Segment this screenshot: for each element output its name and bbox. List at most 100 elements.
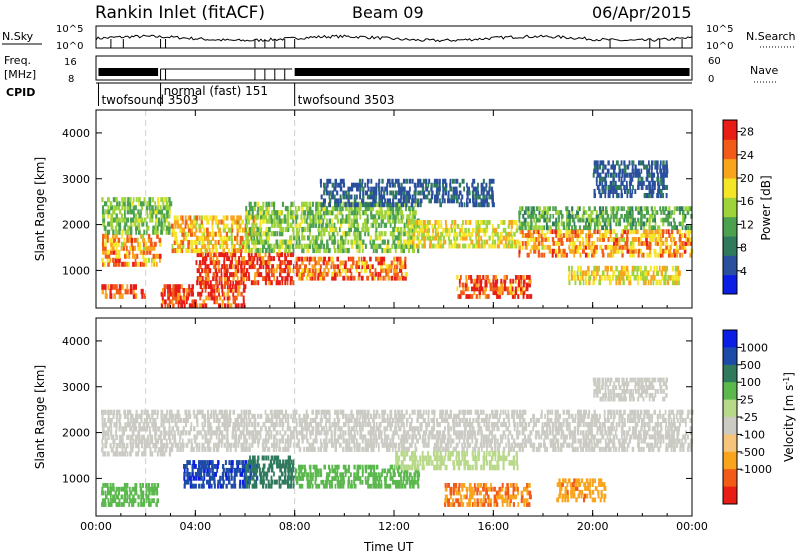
heatmap-cell xyxy=(372,222,375,228)
heatmap-cell xyxy=(271,222,274,228)
heatmap-cell xyxy=(506,275,508,280)
heatmap-cell xyxy=(625,210,629,215)
heatmap-cell xyxy=(687,237,690,242)
heatmap-cell xyxy=(256,214,260,220)
heatmap-cell xyxy=(243,413,247,419)
heatmap-cell xyxy=(582,206,585,212)
heatmap-cell xyxy=(265,210,269,216)
heatmap-cell xyxy=(478,290,482,296)
heatmap-cell xyxy=(640,265,642,272)
heatmap-cell xyxy=(642,229,646,235)
heatmap-cell xyxy=(535,229,539,235)
heatmap-cell xyxy=(186,479,189,485)
heatmap-cell xyxy=(502,434,504,440)
heatmap-cell xyxy=(278,417,282,423)
heatmap-cell xyxy=(262,446,265,452)
heatmap-cell xyxy=(118,451,122,457)
heatmap-cell xyxy=(333,239,337,245)
heatmap-cell xyxy=(580,446,583,452)
heatmap-cell xyxy=(187,239,191,245)
heatmap-cell xyxy=(272,426,276,432)
heatmap-cell xyxy=(370,210,373,216)
heatmap-cell xyxy=(621,168,624,174)
heatmap-cell xyxy=(353,226,357,233)
heatmap-cell xyxy=(390,260,393,266)
heatmap-cell xyxy=(418,434,422,440)
heatmap-cell xyxy=(259,226,263,233)
heatmap-cell xyxy=(514,278,517,284)
heatmap-cell xyxy=(126,229,130,235)
heatmap-cell xyxy=(306,222,310,228)
heatmap-cell xyxy=(601,237,605,242)
heatmap-cell xyxy=(367,226,370,233)
heatmap-cell xyxy=(344,430,347,436)
heatmap-cell xyxy=(555,225,558,231)
heatmap-cell xyxy=(193,434,196,440)
heatmap-cell xyxy=(325,409,329,415)
heatmap-cell xyxy=(295,417,298,423)
heatmap-cell xyxy=(378,442,380,448)
heatmap-cell xyxy=(102,233,105,239)
heatmap-cell xyxy=(104,430,108,436)
heatmap-cell xyxy=(633,265,637,272)
heatmap-cell xyxy=(320,194,323,200)
heatmap-cell xyxy=(168,426,171,432)
heatmap-cell xyxy=(107,213,110,219)
heatmap-cell xyxy=(515,275,518,280)
heatmap-cell xyxy=(613,426,615,432)
heatmap-cell xyxy=(270,442,274,448)
heatmap-cell xyxy=(135,293,138,299)
heatmap-cell xyxy=(118,225,122,231)
heatmap-cell xyxy=(133,213,137,219)
heatmap-cell xyxy=(579,422,582,428)
heatmap-cell xyxy=(406,239,410,245)
heatmap-cell xyxy=(350,202,353,208)
heatmap-cell xyxy=(421,438,425,444)
heatmap-cell xyxy=(207,268,210,274)
heatmap-cell xyxy=(138,426,142,432)
heatmap-cell xyxy=(202,252,204,258)
heatmap-cell xyxy=(131,447,134,453)
heatmap-cell xyxy=(389,182,392,188)
heatmap-cell xyxy=(587,270,590,276)
heatmap-cell xyxy=(366,205,370,212)
heatmap-cell xyxy=(591,442,593,448)
heatmap-cell xyxy=(579,265,582,272)
heatmap-cell xyxy=(654,229,658,235)
heatmap-cell xyxy=(267,264,270,270)
heatmap-cell xyxy=(438,446,441,452)
heatmap-cell xyxy=(217,483,219,489)
heatmap-cell xyxy=(193,219,196,225)
heatmap-cell xyxy=(228,248,230,254)
heatmap-cell xyxy=(309,231,311,237)
heatmap-cell xyxy=(492,278,495,284)
heatmap-cell xyxy=(295,210,298,216)
heatmap-cell xyxy=(527,434,531,440)
heatmap-cell xyxy=(303,268,306,273)
heatmap-cell xyxy=(689,252,692,258)
heatmap-cell xyxy=(629,184,631,190)
heatmap-cell xyxy=(270,455,274,461)
heatmap-cell xyxy=(327,268,330,273)
heatmap-cell xyxy=(234,303,238,309)
heatmap-cell xyxy=(166,284,170,289)
heatmap-cell xyxy=(276,455,280,461)
heatmap-cell xyxy=(513,426,516,432)
heatmap-cell xyxy=(657,237,661,242)
heatmap-cell xyxy=(651,188,655,194)
heatmap-cell xyxy=(142,494,145,500)
heatmap-cell xyxy=(129,229,133,235)
heatmap-cell xyxy=(623,217,626,223)
heatmap-cell xyxy=(449,409,452,415)
heatmap-cell xyxy=(223,422,227,428)
heatmap-cell xyxy=(442,438,446,444)
heatmap-cell xyxy=(137,447,140,453)
heatmap-cell xyxy=(270,247,274,254)
heatmap-cell xyxy=(185,413,188,419)
heatmap-cell xyxy=(110,217,114,223)
heatmap-cell xyxy=(125,245,128,251)
heatmap-cell xyxy=(413,190,417,196)
heatmap-cell xyxy=(289,442,292,448)
heatmap-cell xyxy=(480,417,484,423)
heatmap-cell xyxy=(467,409,471,415)
